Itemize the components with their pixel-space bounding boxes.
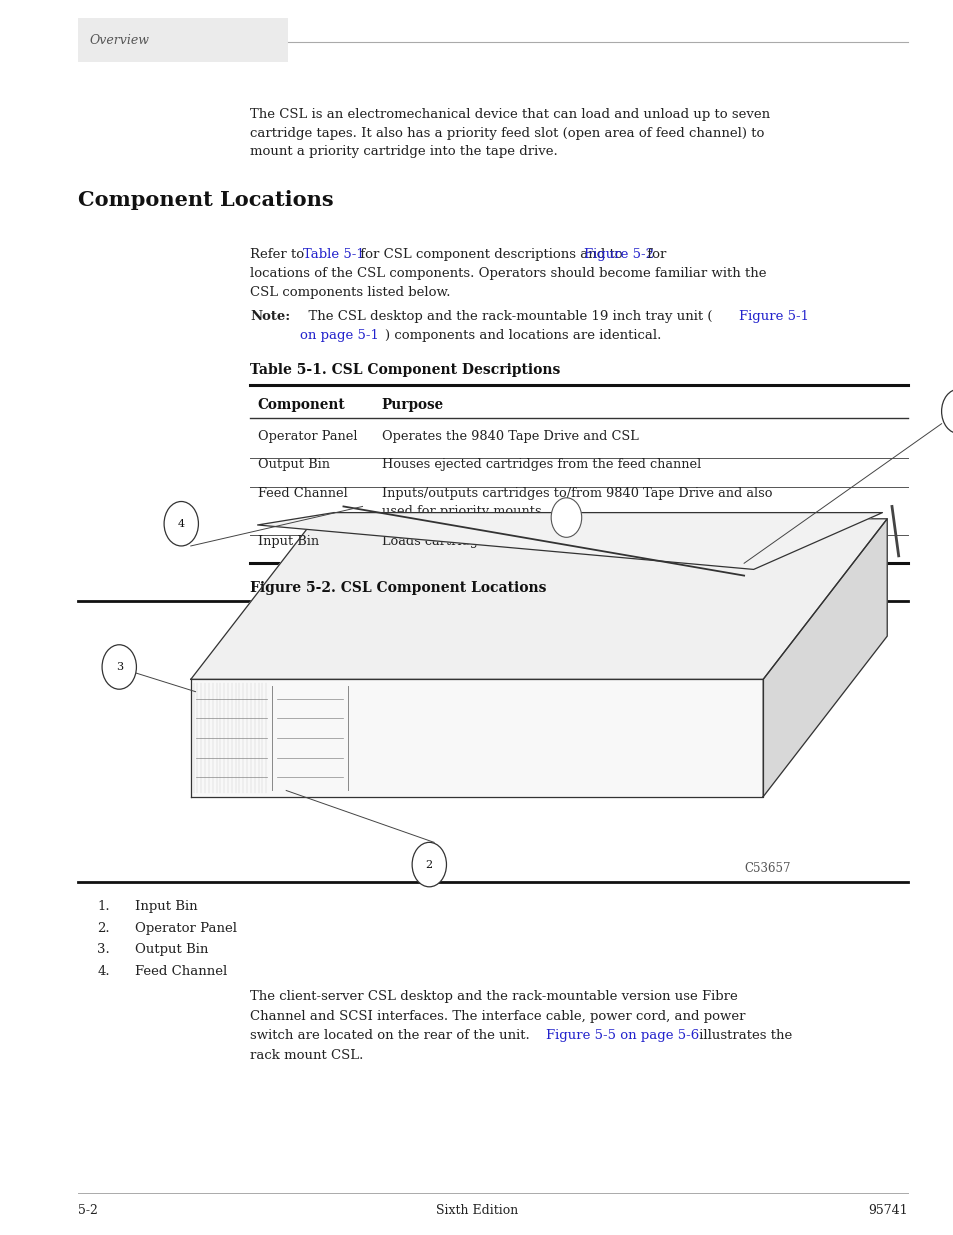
Text: 2.: 2.: [97, 921, 110, 935]
Text: rack mount CSL.: rack mount CSL.: [250, 1049, 363, 1062]
FancyBboxPatch shape: [78, 19, 288, 62]
Circle shape: [102, 645, 136, 689]
Text: The CSL desktop and the rack-mountable 19 inch tray unit (: The CSL desktop and the rack-mountable 1…: [299, 310, 711, 324]
Text: Inputs/outputs cartridges to/from 9840 Tape Drive and also
used for priority mou: Inputs/outputs cartridges to/from 9840 T…: [381, 487, 771, 517]
Text: Figure 5-1: Figure 5-1: [739, 310, 808, 324]
Text: locations of the CSL components. Operators should become familiar with the: locations of the CSL components. Operato…: [250, 267, 765, 280]
Text: Loads cartridges into the feed channel: Loads cartridges into the feed channel: [381, 535, 634, 548]
Circle shape: [164, 501, 198, 546]
Polygon shape: [257, 513, 882, 569]
Text: Sixth Edition: Sixth Edition: [436, 1204, 517, 1216]
Polygon shape: [191, 679, 762, 797]
Text: Input Bin: Input Bin: [257, 535, 318, 548]
Text: Component Locations: Component Locations: [78, 190, 334, 210]
Polygon shape: [191, 519, 886, 679]
Text: 3.: 3.: [97, 944, 110, 956]
Text: Figure 5-5 on page 5-6: Figure 5-5 on page 5-6: [545, 1029, 699, 1042]
Text: Output Bin: Output Bin: [257, 458, 329, 471]
Text: Output Bin: Output Bin: [135, 944, 209, 956]
Text: 4: 4: [177, 519, 185, 529]
Polygon shape: [762, 519, 886, 797]
Text: Operates the 9840 Tape Drive and CSL: Operates the 9840 Tape Drive and CSL: [381, 430, 638, 443]
Text: Table 5-1. CSL Component Descriptions: Table 5-1. CSL Component Descriptions: [250, 363, 559, 377]
Text: 5-2: 5-2: [78, 1204, 98, 1216]
Text: Note:: Note:: [250, 310, 290, 324]
Text: Figure 5-2. CSL Component Locations: Figure 5-2. CSL Component Locations: [250, 580, 546, 595]
Text: for: for: [642, 248, 666, 261]
Text: switch are located on the rear of the unit.: switch are located on the rear of the un…: [250, 1029, 534, 1042]
Text: Refer to: Refer to: [250, 248, 308, 261]
Text: for CSL component descriptions and to: for CSL component descriptions and to: [355, 248, 626, 261]
Text: illustrates the: illustrates the: [694, 1029, 791, 1042]
Text: Table 5-1: Table 5-1: [302, 248, 364, 261]
Text: Houses ejected cartridges from the feed channel: Houses ejected cartridges from the feed …: [381, 458, 700, 471]
Text: The CSL is an electromechanical device that can load and unload up to seven
cart: The CSL is an electromechanical device t…: [250, 107, 769, 158]
Text: C53657: C53657: [743, 862, 790, 876]
Text: Feed Channel: Feed Channel: [135, 965, 228, 978]
Text: Channel and SCSI interfaces. The interface cable, power cord, and power: Channel and SCSI interfaces. The interfa…: [250, 1009, 744, 1023]
Text: ) components and locations are identical.: ) components and locations are identical…: [385, 330, 661, 342]
Circle shape: [412, 842, 446, 887]
Text: 3: 3: [115, 662, 123, 672]
Circle shape: [551, 498, 581, 537]
Text: Purpose: Purpose: [381, 398, 443, 412]
Circle shape: [941, 389, 953, 433]
Text: 95741: 95741: [867, 1204, 907, 1216]
Text: Overview: Overview: [90, 33, 150, 47]
Text: Component: Component: [257, 398, 345, 412]
Text: Operator Panel: Operator Panel: [257, 430, 356, 443]
Text: The client-server CSL desktop and the rack-mountable version use Fibre: The client-server CSL desktop and the ra…: [250, 990, 737, 1003]
Text: Operator Panel: Operator Panel: [135, 921, 237, 935]
Text: Input Bin: Input Bin: [135, 900, 198, 913]
Text: 2: 2: [425, 860, 433, 869]
Text: CSL components listed below.: CSL components listed below.: [250, 287, 450, 299]
Text: 4.: 4.: [97, 965, 110, 978]
Text: Figure 5-2: Figure 5-2: [584, 248, 654, 261]
Text: on page 5-1: on page 5-1: [299, 330, 378, 342]
Text: Feed Channel: Feed Channel: [257, 487, 347, 500]
Text: 1.: 1.: [97, 900, 110, 913]
